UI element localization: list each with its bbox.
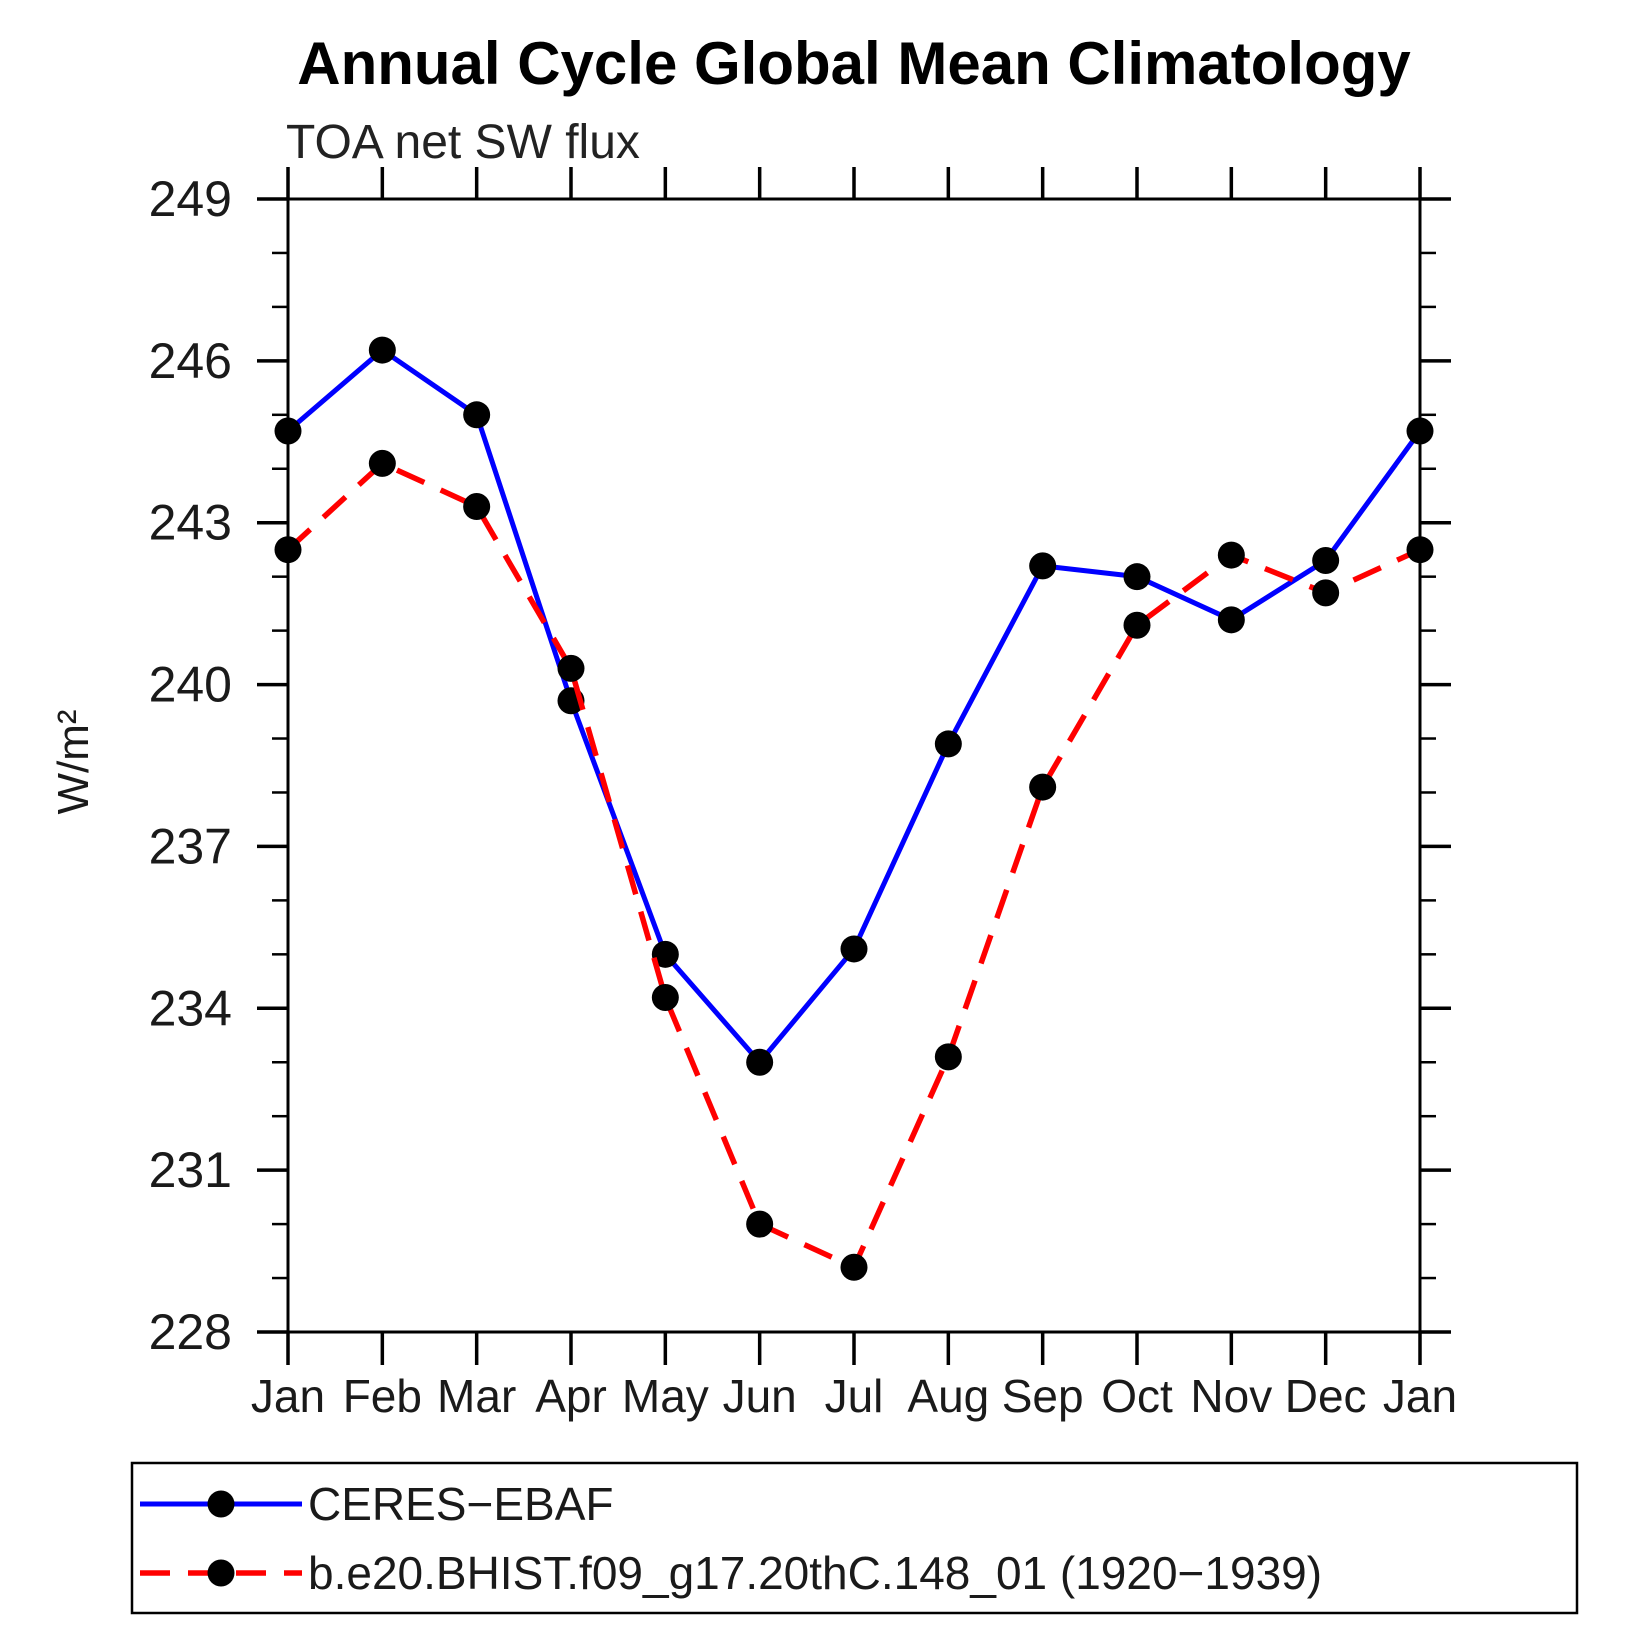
y-tick-label: 243 [149,495,232,551]
series-1-marker [1029,773,1057,801]
x-tick-label: Jan [1383,1370,1457,1422]
series-1-marker [1217,541,1245,569]
series-1-marker [1123,611,1151,639]
series-0-marker [1406,417,1434,445]
series-1-marker [746,1210,774,1238]
series-line-1 [286,460,1422,1271]
data-series [274,336,1434,1281]
x-tick-label: Mar [437,1370,516,1422]
x-tick-label: Jan [251,1370,325,1422]
plot-frame [286,197,1422,1334]
x-tick-label: May [622,1370,709,1422]
series-0-marker [368,336,396,364]
series-1-marker [463,493,491,521]
series-0-marker [274,417,302,445]
x-tick-label: Nov [1190,1370,1272,1422]
series-1-marker [1406,536,1434,564]
series-0-marker [746,1048,774,1076]
series-0-marker [1312,546,1340,574]
legend-label-model: b.e20.BHIST.f09_g17.20thC.148_01 (1920−1… [308,1547,1322,1599]
series-0-marker [463,401,491,429]
series-0-marker [1123,563,1151,591]
series-1-marker [934,1043,962,1071]
y-tick-label: 237 [149,818,232,874]
y-axis-tick-labels: 228 231 234 237 240 243 246 249 [149,171,232,1360]
x-tick-label: Jun [723,1370,797,1422]
x-tick-label: Apr [535,1370,607,1422]
x-axis-month-labels: Jan Feb Mar Apr May Jun Jul Aug Sep Oct Nov Dec Jan [251,1370,1457,1422]
series-0-marker [934,730,962,758]
y-axis-label: W/m² [49,709,98,814]
legend-marker-ceres [207,1490,235,1518]
y-tick-label: 246 [149,333,232,389]
series-1-marker [1312,579,1340,607]
y-tick-label: 249 [149,171,232,227]
series-0-marker [1029,552,1057,580]
legend: CERES−EBAF b.e20.BHIST.f09_g17.20thC.148… [130,1461,1579,1615]
legend-box [130,1461,1579,1615]
series-1-marker [557,654,585,682]
x-tick-label: Aug [907,1370,989,1422]
series-0-marker [651,940,679,968]
y-tick-label: 240 [149,657,232,713]
x-axis-ticks [286,167,1422,1365]
x-tick-label: Feb [343,1370,422,1422]
series-1-marker [651,983,679,1011]
axis-subtitle: TOA net SW flux [286,116,640,169]
chart-title: Annual Cycle Global Mean Climatology [297,30,1411,97]
y-tick-label: 231 [149,1142,232,1198]
series-0-marker [840,935,868,963]
x-tick-label: Dec [1285,1370,1367,1422]
series-0-marker [1217,606,1245,634]
x-tick-label: Sep [1002,1370,1084,1422]
series-1-marker [274,536,302,564]
series-1-marker [368,449,396,477]
y-tick-label: 234 [149,980,232,1036]
x-tick-label: Jul [825,1370,884,1422]
y-axis-ticks [257,197,1451,1334]
legend-marker-model [207,1559,235,1587]
y-tick-label: 228 [149,1304,232,1360]
series-1-marker [840,1253,868,1281]
x-tick-label: Oct [1101,1370,1173,1422]
legend-label-ceres: CERES−EBAF [308,1478,614,1530]
